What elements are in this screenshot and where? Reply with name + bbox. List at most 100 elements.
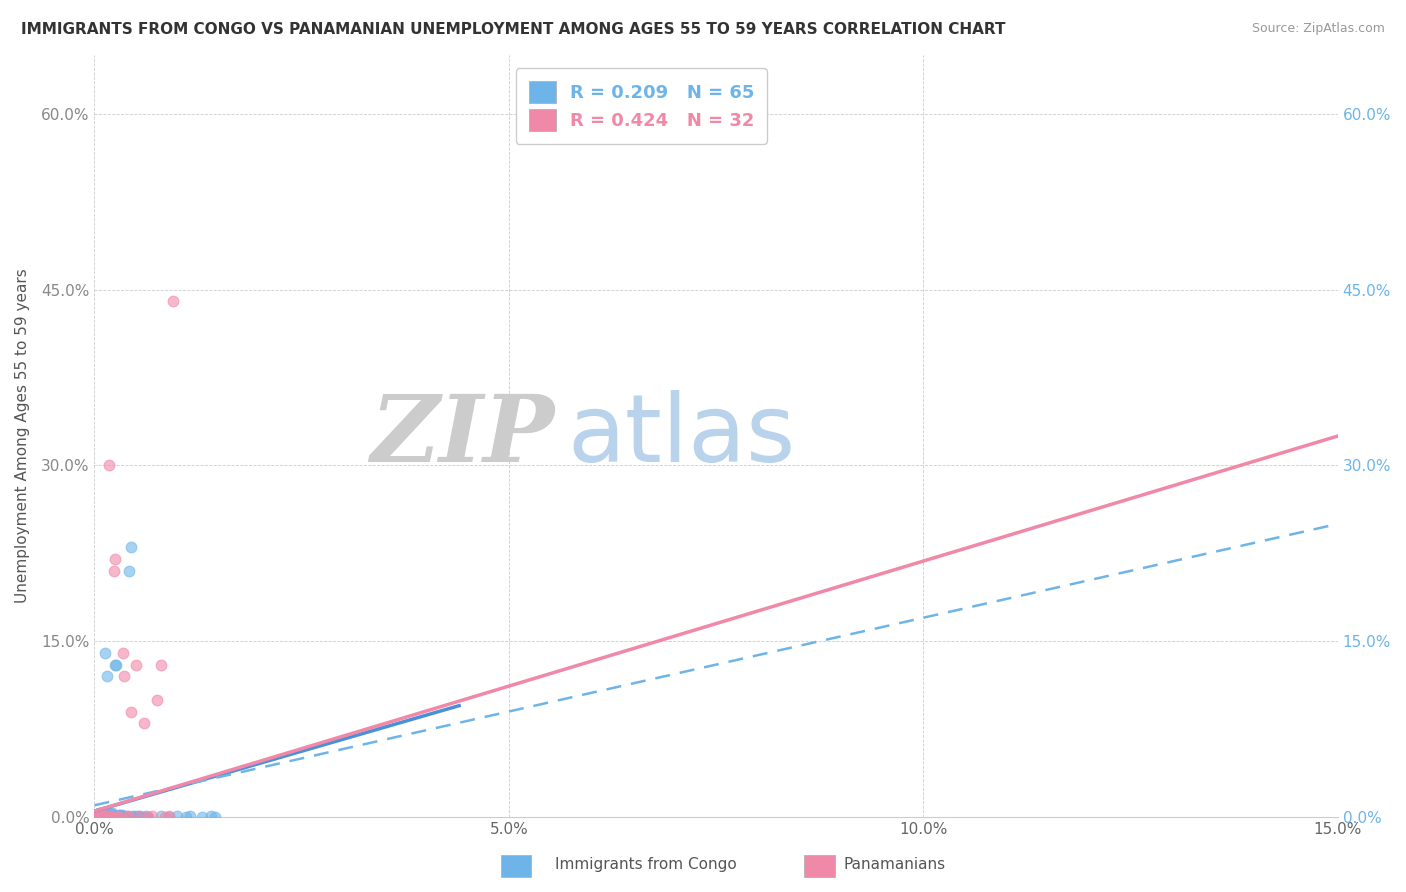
Point — [127, 810, 149, 824]
Point — [108, 810, 131, 824]
Point — [101, 806, 124, 821]
Point — [93, 810, 115, 824]
Text: ZIP: ZIP — [370, 391, 554, 481]
Point — [108, 809, 131, 823]
Point — [107, 809, 129, 823]
Point — [129, 809, 152, 823]
Point — [112, 809, 135, 823]
Point — [94, 810, 117, 824]
Text: Immigrants from Congo: Immigrants from Congo — [555, 857, 737, 872]
Point — [103, 810, 125, 824]
Point — [101, 810, 124, 824]
Point — [104, 657, 127, 672]
Point — [103, 807, 125, 822]
Point — [105, 810, 128, 824]
Point — [122, 809, 145, 823]
Point — [89, 810, 111, 824]
Point — [174, 810, 197, 824]
Point — [120, 541, 142, 555]
Point — [110, 809, 132, 823]
Point — [112, 646, 135, 660]
Point — [111, 809, 134, 823]
Point — [84, 810, 107, 824]
Point — [141, 809, 163, 823]
Point — [101, 809, 124, 823]
Point — [191, 810, 214, 824]
Point — [96, 805, 118, 820]
Point — [94, 810, 117, 824]
Point — [98, 807, 121, 822]
Point — [112, 669, 135, 683]
Point — [91, 810, 114, 824]
Point — [91, 806, 114, 821]
Point — [135, 809, 157, 823]
Point — [98, 810, 121, 824]
Point — [98, 458, 121, 473]
Point — [134, 716, 156, 731]
Point — [87, 809, 110, 823]
Point — [93, 809, 115, 823]
Point — [157, 810, 180, 824]
Point — [112, 810, 135, 824]
Point — [90, 809, 112, 823]
Point — [153, 810, 176, 824]
Point — [149, 657, 172, 672]
Point — [138, 810, 160, 824]
Point — [157, 809, 180, 823]
Point — [107, 807, 129, 822]
Legend: R = 0.209   N = 65, R = 0.424   N = 32: R = 0.209 N = 65, R = 0.424 N = 32 — [516, 68, 768, 144]
Point — [200, 809, 222, 823]
Point — [100, 809, 122, 823]
Point — [86, 810, 108, 824]
Point — [101, 810, 124, 824]
Text: IMMIGRANTS FROM CONGO VS PANAMANIAN UNEMPLOYMENT AMONG AGES 55 TO 59 YEARS CORRE: IMMIGRANTS FROM CONGO VS PANAMANIAN UNEM… — [21, 22, 1005, 37]
Point — [125, 809, 148, 823]
Point — [96, 809, 118, 823]
Point — [89, 807, 111, 822]
Point — [107, 809, 129, 823]
Point — [128, 809, 150, 823]
Point — [118, 564, 141, 578]
Point — [111, 807, 134, 822]
Point — [93, 809, 115, 823]
Point — [90, 810, 112, 824]
Point — [166, 809, 188, 823]
Point — [97, 810, 120, 824]
Point — [105, 657, 128, 672]
Point — [149, 809, 172, 823]
Point — [90, 809, 112, 823]
Point — [97, 809, 120, 823]
Point — [91, 810, 114, 824]
Text: atlas: atlas — [567, 390, 796, 482]
Point — [94, 646, 117, 660]
Point — [117, 809, 139, 823]
Point — [100, 810, 122, 824]
Point — [100, 809, 122, 823]
Point — [111, 810, 134, 824]
Point — [103, 564, 125, 578]
Point — [108, 810, 131, 824]
Point — [162, 294, 184, 309]
Point — [108, 807, 131, 822]
Point — [97, 810, 120, 824]
Point — [120, 705, 142, 719]
Point — [117, 809, 139, 823]
Point — [125, 657, 148, 672]
Point — [87, 806, 110, 821]
Point — [89, 810, 111, 824]
Point — [134, 810, 156, 824]
Text: Source: ZipAtlas.com: Source: ZipAtlas.com — [1251, 22, 1385, 36]
Point — [96, 809, 118, 823]
Point — [121, 810, 143, 824]
Point — [104, 809, 127, 823]
Point — [96, 669, 118, 683]
Point — [118, 810, 141, 824]
Text: Panamanians: Panamanians — [844, 857, 946, 872]
Point — [145, 693, 167, 707]
Point — [94, 806, 117, 821]
Point — [204, 810, 226, 824]
Point — [122, 810, 145, 824]
Point — [98, 806, 121, 821]
Point — [91, 807, 114, 822]
Point — [138, 810, 160, 824]
